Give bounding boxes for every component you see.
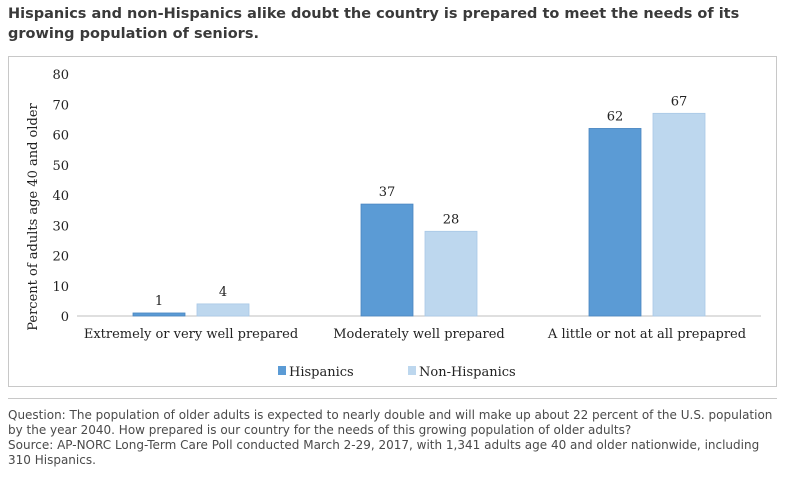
bar-value-label: 4 (219, 285, 227, 300)
bar-value-labels: 1 4 37 28 62 67 (155, 94, 687, 309)
y-tick-label: 50 (52, 159, 69, 174)
y-tick-label: 60 (52, 129, 69, 144)
bar-chart: 0 10 20 30 40 50 60 70 80 Percent of adults age … (26, 68, 761, 380)
bar (132, 312, 186, 317)
bars (132, 112, 706, 317)
bar-value-label: 37 (379, 185, 396, 200)
chart-area: 0 10 20 30 40 50 60 70 80 Percent of adults age … (8, 56, 777, 387)
x-tick-label: Moderately well prepared (333, 327, 504, 342)
y-tick-label: 0 (61, 310, 69, 325)
legend-label: Hispanics (289, 365, 354, 380)
chart-title: Hispanics and non-Hispanics alike doubt … (8, 6, 740, 42)
legend-label: Non-Hispanics (419, 365, 516, 380)
bar (588, 128, 642, 317)
bar (652, 112, 706, 317)
y-axis-label: Percent of adults age 40 and older (26, 102, 41, 330)
question-note: Question: The population of older adults… (8, 408, 773, 437)
y-tick-label: 10 (52, 280, 69, 295)
y-tick-label: 20 (52, 250, 69, 265)
y-tick-label: 30 (52, 219, 69, 234)
x-axis-ticks: Extremely or very well prepared Moderatel… (84, 327, 746, 342)
bar (360, 203, 414, 317)
legend-swatch (278, 366, 286, 375)
bar-value-label: 62 (607, 109, 624, 124)
y-tick-label: 40 (52, 189, 69, 204)
bar (196, 303, 250, 317)
bar-value-label: 67 (671, 94, 688, 109)
legend-swatch (408, 366, 416, 375)
chart-notes: Question: The population of older adults… (8, 408, 783, 468)
divider (8, 398, 777, 399)
x-tick-label: Extremely or very well prepared (84, 327, 298, 342)
legend: Hispanics Non-Hispanics (278, 365, 516, 380)
bar-value-label: 1 (155, 294, 163, 309)
y-tick-label: 80 (52, 68, 69, 83)
y-tick-label: 70 (52, 98, 69, 113)
y-axis-ticks: 0 10 20 30 40 50 60 70 80 (52, 68, 69, 325)
source-note: Source: AP-NORC Long-Term Care Poll cond… (8, 438, 760, 467)
bar (424, 230, 478, 317)
x-tick-label: A little or not at all prepapred (547, 327, 746, 342)
bar-value-label: 28 (443, 212, 460, 227)
